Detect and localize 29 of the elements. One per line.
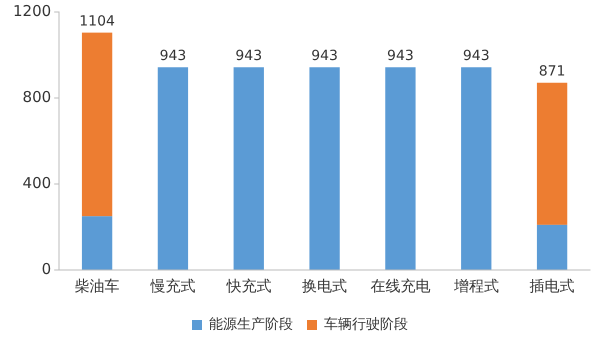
bar: [385, 67, 416, 270]
total-label: 943: [160, 48, 186, 64]
bar: [536, 82, 568, 225]
total-label: 1104: [79, 13, 115, 30]
x-tick-label: 慢充式: [149, 276, 196, 295]
total-label: 943: [387, 48, 414, 64]
y-tick-label: 1200: [12, 2, 52, 20]
y-tick-label: 0: [42, 260, 52, 278]
bar: [82, 32, 112, 216]
bar: [158, 67, 188, 270]
x-tick-label: 插电式: [530, 276, 575, 295]
x-tick-label: 快充式: [225, 276, 272, 295]
bar: [536, 224, 568, 270]
y-tick-label: 800: [22, 88, 52, 106]
total-label: 943: [462, 48, 490, 64]
x-tick-label: 柴油车: [74, 276, 120, 295]
x-tick-label: 增程式: [452, 276, 499, 295]
x-tick-label: 换电式: [302, 276, 348, 295]
bar: [309, 67, 340, 270]
bar: [461, 67, 492, 270]
bar: [82, 216, 112, 270]
total-label: 943: [235, 48, 262, 64]
x-tick-label: 在线充电: [370, 276, 430, 295]
legend-label: 能源生产阶段: [209, 316, 293, 333]
y-tick-label: 400: [22, 174, 52, 192]
bar: [234, 67, 264, 270]
total-label: 943: [311, 48, 338, 64]
legend-label: 车辆行驶阶段: [324, 316, 408, 333]
total-label: 871: [538, 63, 566, 80]
